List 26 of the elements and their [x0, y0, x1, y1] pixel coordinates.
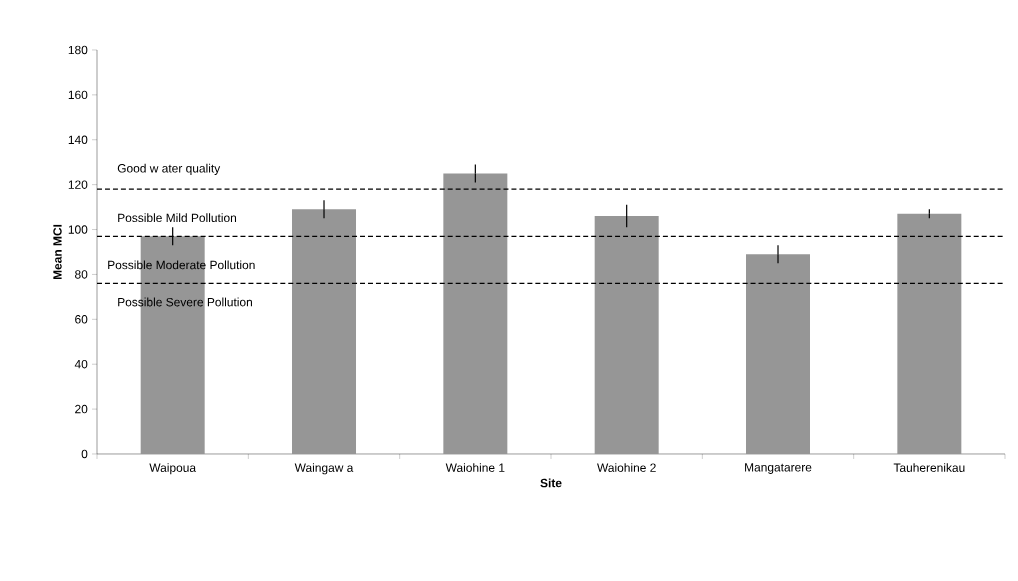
y-tick-label: 120: [68, 180, 88, 189]
y-tick-label: 180: [68, 45, 88, 55]
y-axis-title: Mean MCI: [53, 224, 62, 280]
y-tick-label: 140: [68, 135, 88, 144]
y-tick-label: 20: [75, 404, 88, 414]
y-tick-label: 100: [68, 225, 88, 234]
annotation: Good w ater quality: [117, 163, 221, 175]
x-tick-label: Mangatarere: [745, 463, 812, 474]
y-tick-label: 80: [75, 270, 88, 279]
y-tick-label: 40: [74, 359, 88, 369]
bar: [594, 216, 659, 454]
annotation: Possible Mild Pollution: [118, 213, 237, 223]
y-tick-label: 160: [68, 90, 88, 100]
x-tick-label: Waipoua: [149, 463, 197, 475]
bar: [897, 213, 962, 454]
bar: [746, 254, 811, 454]
y-tick-label: 0: [81, 449, 88, 459]
x-tick-label: Tauherenikau: [893, 463, 965, 472]
x-tick-label: Waiohine 2: [597, 463, 656, 472]
y-tick-label: 60: [75, 315, 88, 324]
annotation: Possible Severe Pollution: [118, 297, 252, 307]
x-tick-label: Waiohine 1: [445, 463, 505, 472]
bar: [443, 173, 508, 454]
bar: [292, 209, 357, 454]
x-tick-label: Waingaw a: [294, 463, 354, 475]
x-axis-title: Site: [540, 478, 562, 488]
